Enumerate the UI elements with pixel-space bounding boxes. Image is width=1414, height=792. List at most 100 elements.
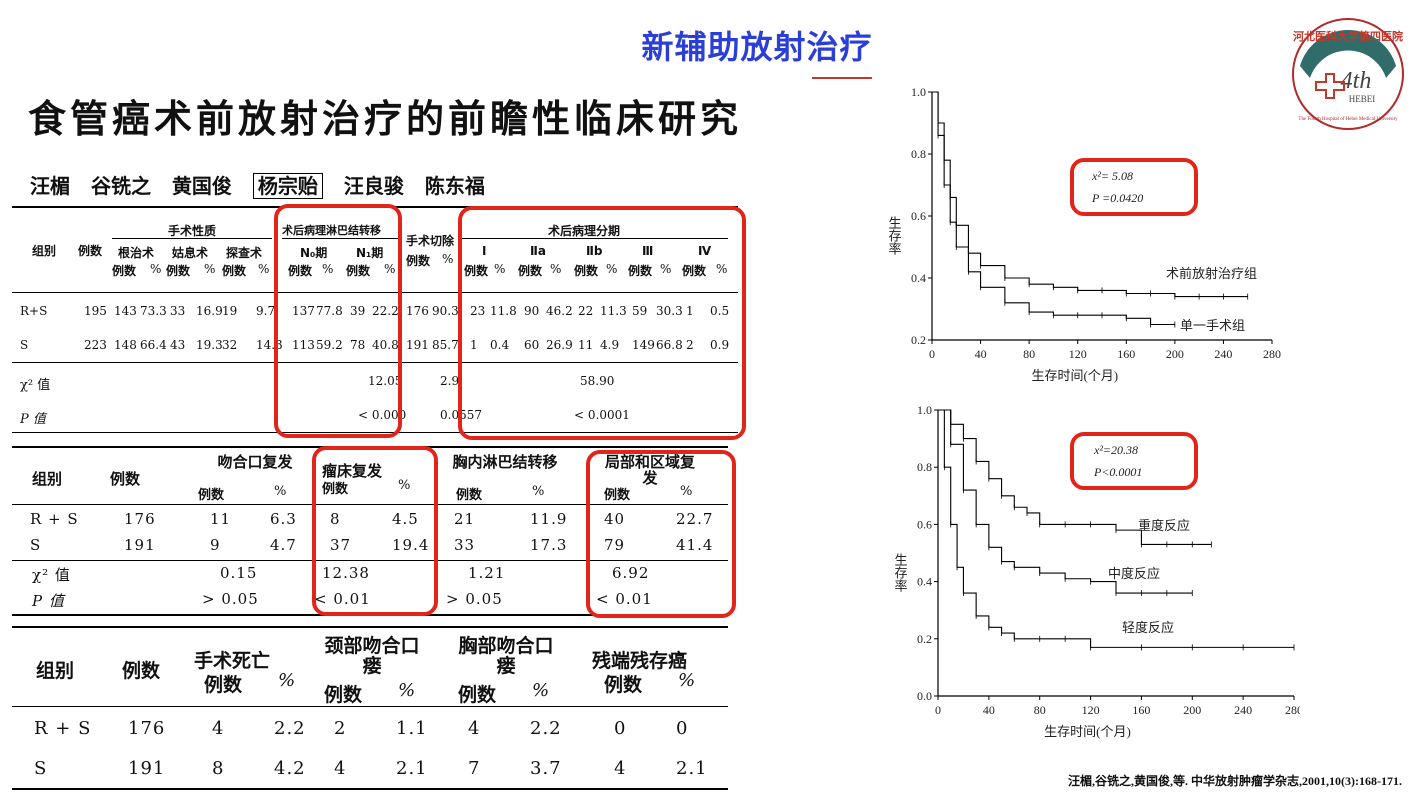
col-palliative: 姑息术 bbox=[172, 246, 209, 260]
table-cell: 39 bbox=[350, 304, 366, 318]
col-n: 例数 bbox=[322, 482, 349, 497]
table-cell: 66.4 bbox=[140, 338, 167, 352]
x-tick-label: 240 bbox=[1214, 347, 1232, 361]
p-label: P 值 bbox=[32, 592, 65, 610]
table-rule bbox=[12, 504, 728, 505]
table-cell: 11 bbox=[210, 510, 232, 528]
table-cell: 0 bbox=[676, 718, 689, 739]
hospital-logo: 河北医科大学第四医院 4th HEBEI The Fourth Hospital… bbox=[1292, 18, 1404, 130]
chi-value: 6.92 bbox=[612, 564, 650, 582]
table-cell: 2 bbox=[686, 338, 694, 352]
table-cell: 4 bbox=[212, 718, 225, 739]
col-pct: % bbox=[384, 262, 396, 276]
col-n: 例数 bbox=[628, 264, 653, 278]
col-group: 组别 bbox=[36, 660, 75, 682]
table-cell: 143 bbox=[114, 304, 137, 318]
row-cases: 223 bbox=[84, 338, 107, 352]
row-cases: 176 bbox=[124, 510, 156, 528]
col-local-regional: 局部和区域复发 bbox=[604, 453, 695, 487]
table-cell: 46.2 bbox=[546, 304, 573, 318]
table-cell: 11 bbox=[578, 338, 594, 352]
x-axis-label: 生存时间(个月) bbox=[1031, 368, 1118, 383]
col-pct: % bbox=[678, 670, 697, 691]
logo-ring-text: The Fourth Hospital of Hebei Medical Uni… bbox=[1298, 117, 1398, 122]
table-cell: 148 bbox=[114, 338, 137, 352]
table-cell: 26.9 bbox=[546, 338, 573, 352]
col-pct: % bbox=[442, 252, 454, 266]
table-cell: 78 bbox=[350, 338, 366, 352]
table-cell: 1.1 bbox=[396, 718, 428, 739]
x-tick-label: 80 bbox=[1023, 347, 1035, 361]
col-pct: % bbox=[258, 262, 270, 276]
survival-curve bbox=[932, 91, 1175, 326]
table-cell: 66.8 bbox=[656, 338, 683, 352]
col-pct: % bbox=[660, 262, 672, 276]
table-cell: 33 bbox=[170, 304, 186, 318]
table-cell: 21 bbox=[454, 510, 476, 528]
col-pct: % bbox=[398, 478, 412, 493]
col-n: 例数 bbox=[604, 674, 643, 696]
x-tick-label: 0 bbox=[935, 703, 941, 717]
col-stage-2b: Ⅱb bbox=[586, 244, 603, 258]
col-n: 例数 bbox=[458, 684, 497, 706]
table-cell: 4.5 bbox=[392, 510, 419, 528]
table-cell: 9.7 bbox=[256, 304, 276, 318]
col-pct: % bbox=[398, 680, 417, 701]
highlight-box bbox=[274, 204, 402, 438]
col-chest-fistula: 胸部吻合口瘘 bbox=[458, 635, 554, 677]
series-label: 重度反应 bbox=[1138, 518, 1190, 533]
table-cell: 0 bbox=[614, 718, 627, 739]
table-cell: 22.2 bbox=[372, 304, 399, 318]
table-cell: 3.7 bbox=[530, 758, 562, 779]
table-cell: 19 bbox=[222, 304, 238, 318]
row-group: R + S bbox=[34, 718, 92, 739]
chi-value: 2.9 bbox=[440, 374, 460, 388]
col-n: 例数 bbox=[112, 264, 137, 278]
author-list: 汪楣 谷铣之 黄国俊 杨宗贻 汪良骏 陈东福 bbox=[30, 170, 499, 199]
table-cell: 73.3 bbox=[140, 304, 167, 318]
col-pct: % bbox=[274, 484, 288, 499]
table-cell: 22 bbox=[578, 304, 594, 318]
table-cell: 11.3 bbox=[600, 304, 627, 318]
col-pct: % bbox=[322, 262, 334, 276]
stat-highlight-box bbox=[1070, 432, 1198, 490]
y-tick-label: 0.6 bbox=[917, 517, 932, 531]
table-rule bbox=[12, 362, 738, 363]
table-cell: 33 bbox=[454, 536, 476, 554]
series-label: 单一手术组 bbox=[1180, 318, 1245, 333]
author-highlighted: 杨宗贻 bbox=[252, 173, 323, 199]
col-pct: % bbox=[716, 262, 728, 276]
x-tick-label: 280 bbox=[1263, 347, 1281, 361]
y-axis-label: 生存率 bbox=[887, 216, 902, 255]
table-cell: 2.1 bbox=[676, 758, 708, 779]
stat-annotation: x²=20.38 bbox=[1093, 443, 1138, 457]
x-tick-label: 120 bbox=[1069, 347, 1087, 361]
chi-label: χ² 值 bbox=[32, 566, 71, 584]
row-cases: 195 bbox=[84, 304, 107, 318]
table-cell: 2.1 bbox=[396, 758, 428, 779]
table-cell: 30.3 bbox=[656, 304, 683, 318]
col-n: 例数 bbox=[518, 264, 543, 278]
table-cell: 137 bbox=[292, 304, 315, 318]
col-pct: % bbox=[494, 262, 506, 276]
highlight-box bbox=[586, 450, 736, 618]
table-cell: 1 bbox=[470, 338, 478, 352]
slide-title: 新辅助放射治疗 bbox=[641, 28, 873, 66]
col-n: 例数 bbox=[604, 488, 631, 503]
table-cell: 40.8 bbox=[372, 338, 399, 352]
col-n: 例数 bbox=[198, 488, 225, 503]
table-cell: 32 bbox=[222, 338, 238, 352]
table-cell: 19.3 bbox=[196, 338, 223, 352]
chi-value: 0.15 bbox=[220, 564, 258, 582]
row-group: S bbox=[30, 536, 42, 554]
y-tick-label: 1.0 bbox=[911, 85, 926, 99]
table-cell: 8 bbox=[330, 510, 341, 528]
table-cell: 4 bbox=[614, 758, 627, 779]
col-explore: 探查术 bbox=[226, 246, 263, 260]
col-ln-metastasis: 术后病理淋巴结转移 bbox=[282, 224, 381, 237]
col-pct: % bbox=[606, 262, 618, 276]
table-cell: 60 bbox=[524, 338, 540, 352]
stat-annotation: P =0.0420 bbox=[1091, 191, 1143, 205]
stat-highlight-box bbox=[1070, 158, 1198, 216]
p-value: < 0.000 bbox=[358, 408, 407, 422]
